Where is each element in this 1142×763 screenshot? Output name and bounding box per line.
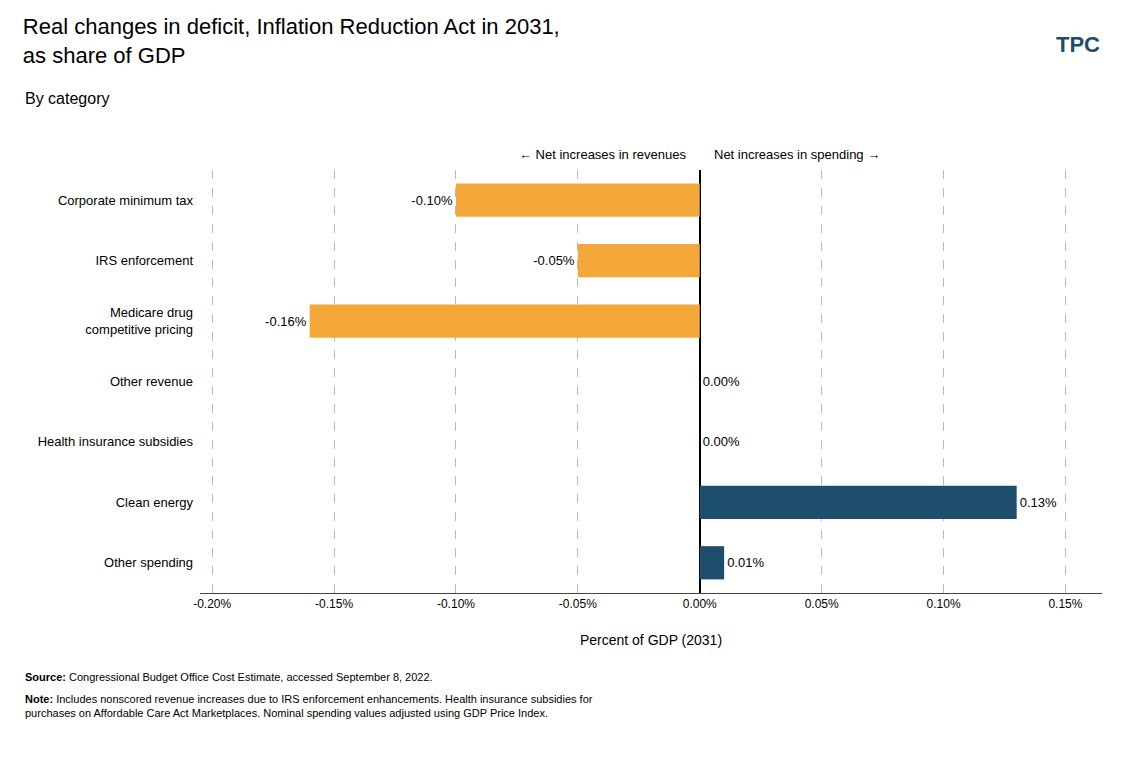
svg-text:-0.15%: -0.15% [315, 597, 353, 611]
svg-text:Real changes in deficit, Infla: Real changes in deficit, Inflation Reduc… [23, 14, 560, 68]
svg-text:0.15%: 0.15% [1048, 597, 1082, 611]
svg-text:Note: Includes nonscored reven: Note: Includes nonscored revenue increas… [25, 693, 593, 719]
svg-text:-0.20%: -0.20% [193, 597, 231, 611]
svg-text:TPC: TPC [1056, 32, 1100, 57]
svg-text:By category: By category [25, 90, 109, 107]
svg-text:← Net increases in revenues: ← Net increases in revenues [519, 147, 686, 162]
svg-text:-0.16%: -0.16% [265, 314, 307, 329]
svg-text:Other revenue: Other revenue [110, 374, 193, 389]
svg-text:0.00%: 0.00% [683, 597, 717, 611]
svg-text:Health insurance subsidies: Health insurance subsidies [38, 434, 194, 449]
svg-text:-0.05%: -0.05% [533, 253, 575, 268]
svg-text:Corporate minimum tax: Corporate minimum tax [58, 193, 194, 208]
svg-text:-0.10%: -0.10% [437, 597, 475, 611]
svg-text:Medicare drugcompetitive prici: Medicare drugcompetitive pricing [85, 305, 193, 337]
svg-text:0.01%: 0.01% [727, 555, 764, 570]
svg-text:Clean energy: Clean energy [116, 495, 194, 510]
svg-text:IRS enforcement: IRS enforcement [95, 253, 193, 268]
svg-text:-0.05%: -0.05% [559, 597, 597, 611]
svg-text:Percent of GDP (2031): Percent of GDP (2031) [580, 632, 722, 648]
svg-text:0.13%: 0.13% [1020, 495, 1057, 510]
svg-text:Source: Congressional Budget O: Source: Congressional Budget Office Cost… [25, 671, 433, 683]
svg-text:Other spending: Other spending [104, 555, 193, 570]
svg-text:0.05%: 0.05% [805, 597, 839, 611]
svg-text:0.00%: 0.00% [703, 374, 740, 389]
svg-text:-0.10%: -0.10% [411, 193, 453, 208]
svg-text:Net increases in spending →: Net increases in spending → [714, 147, 880, 162]
svg-text:0.00%: 0.00% [703, 434, 740, 449]
svg-text:0.10%: 0.10% [927, 597, 961, 611]
